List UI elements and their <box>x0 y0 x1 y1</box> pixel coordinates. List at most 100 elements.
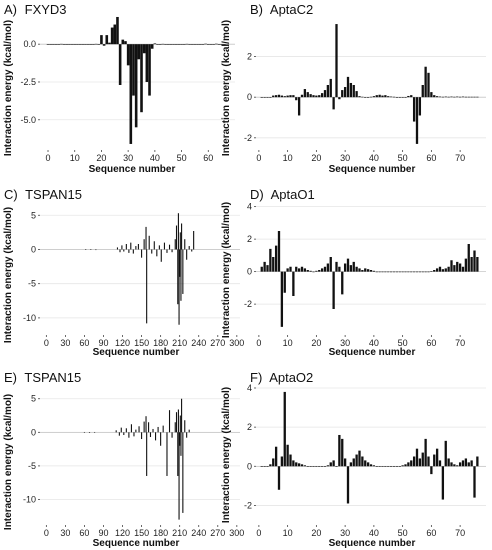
panel-b-bar <box>427 72 430 98</box>
panel-f-title: F) AptaO2 <box>250 370 313 385</box>
panel-c-bar <box>166 249 168 253</box>
panel-a-xtick-label: 50 <box>177 153 187 163</box>
panel-c-xtick-label: 120 <box>115 338 130 348</box>
panel-b-bar <box>458 96 462 98</box>
panel-a-bar <box>76 44 79 45</box>
panel-a-bar <box>153 43 157 45</box>
panel-f-bar <box>438 460 442 467</box>
panel-f-bar <box>320 466 324 467</box>
panel-a-bar <box>100 35 103 45</box>
panel-a-bar <box>78 44 82 45</box>
panel-a-title: A) FXYD3 <box>4 2 67 17</box>
panel-d-bar <box>464 258 468 272</box>
panel-b-plot: 20-20 10 20 30 40 50 60 70 <box>244 20 486 163</box>
panel-f-bar <box>427 456 430 467</box>
panel-a-bar <box>140 44 143 113</box>
panel-f-xtick-label: 10 <box>283 528 293 538</box>
panel-d-bar <box>366 269 370 272</box>
panel-e-bar <box>143 421 145 433</box>
panel-b-bar <box>283 96 286 98</box>
panel-d-xtick-label: 40 <box>369 338 379 348</box>
panel-a-bar <box>124 41 127 45</box>
panel-f-bar <box>263 466 266 467</box>
panel-a-bar <box>65 44 69 45</box>
panel-f: F) AptaO2 420-20 10 20 30 40 50 60 70 Sequence … <box>221 370 486 549</box>
panel-b-xtick-label: 30 <box>340 153 350 163</box>
panel-e-bar <box>171 432 173 438</box>
panel-d-bar <box>476 257 479 272</box>
panel-c-bar <box>153 241 155 250</box>
panel-d-bar <box>387 271 390 273</box>
panel-b-bar <box>352 85 355 98</box>
panel-f-bar <box>274 446 278 467</box>
panel-f-bar <box>366 462 370 467</box>
panel-b-bar <box>309 94 312 98</box>
panel-a-bar <box>132 44 135 96</box>
panel-f-bar <box>470 460 473 467</box>
panel-b-bar <box>358 96 361 98</box>
panel-a-bar <box>70 44 74 45</box>
panel-f-bar <box>444 440 447 467</box>
panel-a-bar <box>182 44 186 45</box>
panel-d-bar <box>343 263 347 272</box>
panel-a-bar <box>137 44 141 60</box>
panel-a-bar <box>84 44 87 45</box>
panel-e-bar <box>168 410 171 433</box>
panel-e-xlabel: Sequence number <box>93 538 180 549</box>
panel-d-bar <box>375 271 378 273</box>
panel-c-bar <box>175 225 178 250</box>
panel-a-bar <box>156 44 159 45</box>
panel-d-bar <box>329 257 332 272</box>
panel-c-xtick-label: 300 <box>229 338 244 348</box>
panel-e-bar <box>184 420 186 433</box>
panel-f-bar <box>306 466 309 467</box>
panel-d-bar <box>346 258 350 272</box>
panel-b-bar <box>387 96 390 98</box>
panel-e-bar <box>88 432 91 433</box>
panel-c-bar <box>188 246 190 250</box>
panel-b-bar <box>418 97 422 116</box>
panel-d-bar <box>303 268 307 272</box>
panel-f-xtick-label: 20 <box>311 528 321 538</box>
panel-a-bar <box>150 44 154 49</box>
panel-f-bar <box>338 434 341 467</box>
panel-a-bar <box>116 16 119 45</box>
panel-d-bar <box>332 271 335 309</box>
panel-c-xtick-label: 150 <box>134 338 149 348</box>
panel-e-xtick-label: 210 <box>172 528 187 538</box>
panel-e-xtick-label: 0 <box>44 528 49 538</box>
panel-d-bar <box>315 270 318 272</box>
panel-f-bar <box>355 454 358 467</box>
panel-e-bar <box>179 432 181 446</box>
panel-c-ytick-label: 0 <box>31 244 36 254</box>
panel-c-xtick-label: 210 <box>172 338 187 348</box>
panel-a-bar <box>121 39 125 45</box>
panel-d-bar <box>392 271 396 273</box>
panel-a-bar <box>62 44 66 45</box>
panel-d-bar <box>389 271 393 273</box>
panel-a-bar <box>54 44 58 45</box>
panel-a-bar <box>86 44 90 45</box>
panel-e-bar <box>128 432 130 438</box>
panel-c-bar <box>174 239 176 250</box>
panel-b-bar <box>292 95 295 98</box>
panel-d-bar <box>430 271 433 272</box>
panel-b-bar <box>335 24 338 98</box>
panel-b-bar <box>297 97 301 116</box>
panel-f-xtick-label: 60 <box>426 528 436 538</box>
panel-a-bar <box>161 43 165 45</box>
panel-e-bar <box>83 431 85 433</box>
panel-d-bar <box>418 271 422 273</box>
panel-f-plot-area <box>256 388 486 525</box>
panel-c-bar <box>193 231 195 250</box>
panel-f-bar <box>412 456 416 467</box>
panel-e-bar <box>188 429 190 433</box>
panel-b-bar <box>349 82 353 98</box>
panel-b-bar <box>295 97 298 101</box>
panel-d-bar <box>369 270 373 272</box>
panel-b-bar <box>384 95 387 98</box>
panel-f-bar <box>389 466 393 467</box>
panel-b-bar <box>464 96 468 98</box>
panel-b-bar <box>364 97 367 98</box>
panel-b-bar <box>470 96 473 98</box>
